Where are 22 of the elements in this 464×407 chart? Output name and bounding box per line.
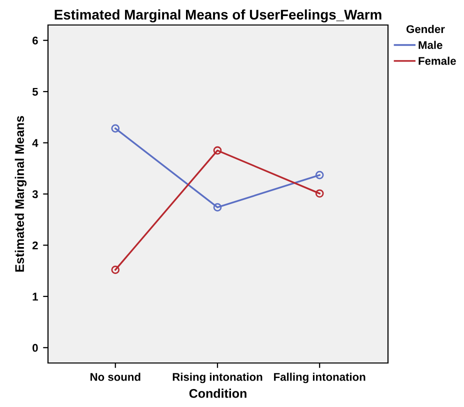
y-tick-label: 2 <box>32 241 38 250</box>
y-tick-label: 0 <box>32 344 38 352</box>
y-tick-label: 3 <box>32 190 38 198</box>
y-tick-label: 5 <box>32 88 38 96</box>
y-tick-label: 6 <box>32 36 38 44</box>
point <box>213 146 222 155</box>
x-tick-label: Falling intonation <box>274 372 366 384</box>
legend-title: Gender <box>406 24 445 34</box>
y-tick-label: 4 <box>32 139 38 147</box>
x-axis-title: Condition <box>189 388 246 398</box>
y-axis-title: Estimated Marginal Means <box>14 116 27 272</box>
x-tick-label: Rising intonation <box>172 372 262 384</box>
legend-label: Female <box>418 56 456 65</box>
legend-label: Male <box>418 40 442 49</box>
point <box>111 266 120 274</box>
point <box>111 124 120 133</box>
y-tick-label: 1 <box>32 292 38 300</box>
x-tick-label: No sound <box>90 372 140 381</box>
point <box>315 189 324 198</box>
chart-title: Estimated Marginal Means of UserFeelings_Warm <box>54 9 382 22</box>
point <box>315 170 324 180</box>
point <box>213 203 222 212</box>
